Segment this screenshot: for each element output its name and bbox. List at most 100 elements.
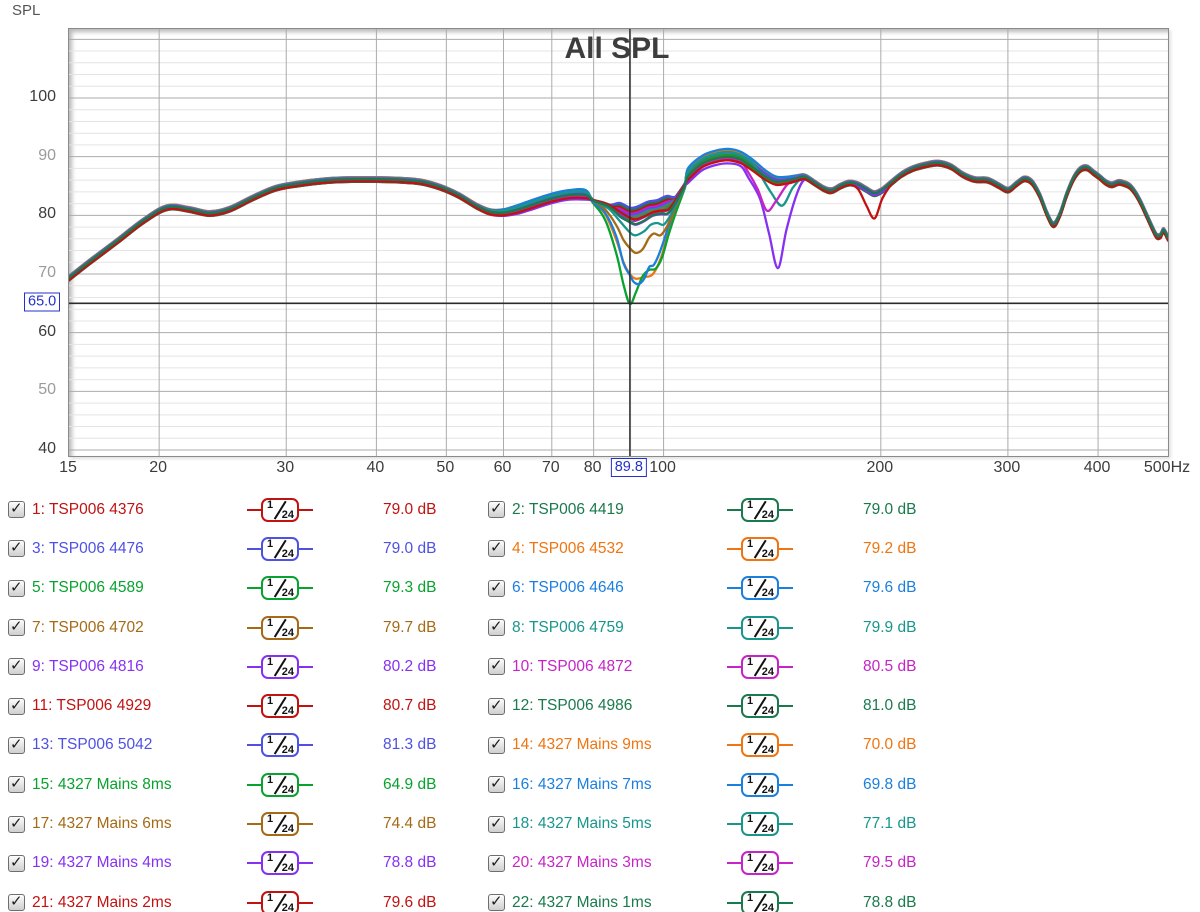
- smoothing-numerator: 1: [267, 498, 274, 511]
- smoothing-fraction-box: 1 24: [741, 654, 779, 679]
- trace-cursor-value-20: 79.5 dB: [863, 854, 917, 872]
- trace-visibility-checkbox-8[interactable]: ✓: [488, 618, 505, 637]
- trace-label-21[interactable]: 21: 4327 Mains 2ms: [32, 893, 172, 911]
- smoothing-denominator: 24: [761, 783, 774, 796]
- trace-label-1[interactable]: 1: TSP006 4376: [32, 500, 144, 518]
- trace-line-sample: [247, 783, 261, 786]
- smoothing-denominator: 24: [761, 587, 774, 600]
- trace-cursor-value-4: 79.2 dB: [863, 539, 917, 557]
- trace-visibility-checkbox-22[interactable]: ✓: [488, 893, 505, 912]
- trace-line-sample: [727, 862, 741, 865]
- trace-visibility-checkbox-12[interactable]: ✓: [488, 697, 505, 715]
- smoothing-denominator: 24: [281, 587, 294, 600]
- trace-visibility-checkbox-9[interactable]: ✓: [8, 657, 25, 676]
- legend-row-21: ✓ 21: 4327 Mains 2ms 1 24 79.6 dB: [0, 883, 480, 912]
- trace-visibility-checkbox-19[interactable]: ✓: [8, 854, 25, 872]
- smoothing-denominator: 24: [761, 744, 774, 757]
- legend-row-18: ✓ 18: 4327 Mains 5ms 1 24 77.1 dB: [480, 804, 960, 843]
- trace-visibility-checkbox-15[interactable]: ✓: [8, 775, 25, 794]
- smoothing-fraction-box: 1 24: [261, 615, 299, 640]
- trace-label-7[interactable]: 7: TSP006 4702: [32, 618, 144, 636]
- smoothing-denominator: 24: [281, 508, 294, 521]
- legend-row-8: ✓ 8: TSP006 4759 1 24 79.9 dB: [480, 608, 960, 647]
- smoothing-fraction-box: 1 24: [741, 576, 779, 601]
- trace-line-sample: [247, 508, 261, 511]
- trace-visibility-checkbox-6[interactable]: ✓: [488, 578, 505, 597]
- spl-plot-area[interactable]: [68, 28, 1169, 457]
- trace-label-9[interactable]: 9: TSP006 4816: [32, 657, 144, 675]
- trace-line-sample: [247, 823, 261, 826]
- trace-line-sample: [727, 547, 741, 550]
- trace-visibility-checkbox-20[interactable]: ✓: [488, 854, 505, 872]
- trace-cursor-value-9: 80.2 dB: [383, 657, 437, 675]
- trace-line-sample: [779, 862, 793, 865]
- trace-label-6[interactable]: 6: TSP006 4646: [512, 579, 624, 597]
- trace-line-sample: [779, 823, 793, 826]
- trace-visibility-checkbox-3[interactable]: ✓: [8, 539, 25, 558]
- trace-visibility-checkbox-14[interactable]: ✓: [488, 736, 505, 754]
- trace-label-12[interactable]: 12: TSP006 4986: [512, 697, 633, 715]
- smoothing-denominator: 24: [281, 862, 294, 875]
- smoothing-numerator: 1: [747, 695, 754, 708]
- smoothing-icon: 1 24: [727, 615, 807, 640]
- smoothing-fraction-box: 1 24: [741, 890, 779, 912]
- trace-label-4[interactable]: 4: TSP006 4532: [512, 539, 624, 557]
- y-tick-label-70: 70: [38, 264, 56, 281]
- trace-visibility-checkbox-7[interactable]: ✓: [8, 618, 25, 637]
- trace-line-sample: [299, 705, 313, 708]
- trace-cursor-value-13: 81.3 dB: [383, 736, 437, 754]
- trace-label-5[interactable]: 5: TSP006 4589: [32, 579, 144, 597]
- checkmark-icon: ✓: [10, 657, 23, 675]
- trace-visibility-checkbox-21[interactable]: ✓: [8, 893, 25, 912]
- smoothing-icon: 1 24: [727, 654, 807, 679]
- trace-line-sample: [779, 783, 793, 786]
- trace-label-16[interactable]: 16: 4327 Mains 7ms: [512, 775, 652, 793]
- trace-visibility-checkbox-2[interactable]: ✓: [488, 500, 505, 519]
- smoothing-fraction-box: 1 24: [741, 694, 779, 719]
- trace-visibility-checkbox-13[interactable]: ✓: [8, 736, 25, 754]
- y-tick-label-60: 60: [38, 322, 56, 340]
- trace-label-14[interactable]: 14: 4327 Mains 9ms: [512, 736, 652, 754]
- checkmark-icon: ✓: [10, 814, 23, 832]
- trace-label-20[interactable]: 20: 4327 Mains 3ms: [512, 854, 652, 872]
- trace-visibility-checkbox-16[interactable]: ✓: [488, 775, 505, 794]
- trace-line-sample: [247, 705, 261, 708]
- trace-visibility-checkbox-5[interactable]: ✓: [8, 579, 25, 597]
- trace-visibility-checkbox-11[interactable]: ✓: [8, 697, 25, 715]
- smoothing-numerator: 1: [267, 616, 274, 629]
- trace-label-18[interactable]: 18: 4327 Mains 5ms: [512, 815, 652, 833]
- x-tick-label-300: 300: [993, 459, 1021, 476]
- trace-label-13[interactable]: 13: TSP006 5042: [32, 736, 153, 754]
- trace-label-3[interactable]: 3: TSP006 4476: [32, 539, 144, 557]
- trace-line-sample: [727, 783, 741, 786]
- smoothing-numerator: 1: [747, 734, 754, 747]
- smoothing-fraction-box: 1 24: [261, 654, 299, 679]
- trace-visibility-checkbox-1[interactable]: ✓: [8, 500, 25, 519]
- smoothing-denominator: 24: [281, 901, 294, 912]
- smoothing-fraction-box: 1 24: [741, 733, 779, 758]
- trace-visibility-checkbox-4[interactable]: ✓: [488, 539, 505, 558]
- trace-line-sample: [299, 744, 313, 747]
- smoothing-icon: 1 24: [727, 733, 807, 758]
- checkmark-icon: ✓: [490, 578, 503, 596]
- smoothing-numerator: 1: [747, 537, 754, 550]
- trace-line-sample: [247, 547, 261, 550]
- trace-label-10[interactable]: 10: TSP006 4872: [512, 657, 633, 675]
- trace-visibility-checkbox-18[interactable]: ✓: [488, 815, 505, 833]
- smoothing-fraction-box: 1 24: [741, 851, 779, 876]
- trace-visibility-checkbox-10[interactable]: ✓: [488, 657, 505, 676]
- trace-label-8[interactable]: 8: TSP006 4759: [512, 618, 624, 636]
- trace-label-2[interactable]: 2: TSP006 4419: [512, 500, 624, 518]
- trace-line-sample: [727, 705, 741, 708]
- legend-row-14: ✓ 14: 4327 Mains 9ms 1 24 70.0 dB: [480, 726, 960, 765]
- smoothing-numerator: 1: [267, 577, 274, 590]
- trace-label-15[interactable]: 15: 4327 Mains 8ms: [32, 775, 172, 793]
- trace-label-22[interactable]: 22: 4327 Mains 1ms: [512, 893, 652, 911]
- trace-visibility-checkbox-17[interactable]: ✓: [8, 814, 25, 833]
- x-tick-label-70: 70: [541, 459, 560, 476]
- smoothing-fraction-box: 1 24: [261, 890, 299, 912]
- trace-label-11[interactable]: 11: TSP006 4929: [32, 697, 152, 715]
- trace-label-19[interactable]: 19: 4327 Mains 4ms: [32, 854, 172, 872]
- trace-line-sample: [247, 862, 261, 865]
- trace-label-17[interactable]: 17: 4327 Mains 6ms: [32, 815, 172, 833]
